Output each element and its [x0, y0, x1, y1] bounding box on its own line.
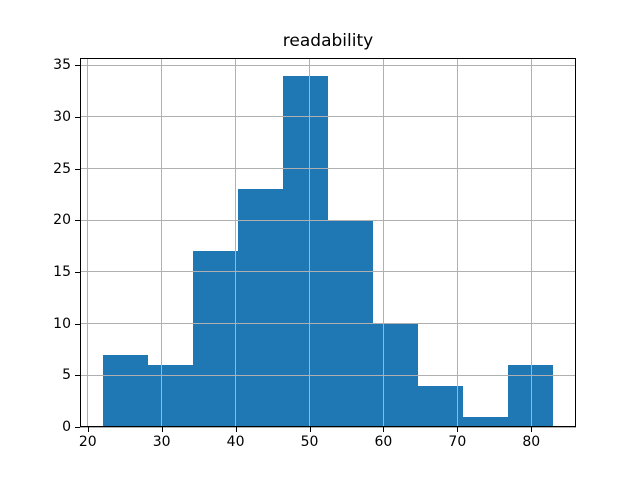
grid-layer [80, 58, 576, 428]
x-axis-tick [457, 427, 459, 432]
y-axis-tick-label: 20 [53, 212, 71, 229]
gridline-x [530, 58, 532, 427]
gridline-y [80, 219, 576, 221]
chart-title: readability [282, 31, 374, 51]
histogram-bar [237, 189, 283, 427]
x-axis-tick [383, 427, 385, 432]
histogram-bar [102, 354, 148, 427]
gridline-y [80, 271, 576, 273]
y-axis-tick-label: 35 [53, 57, 71, 74]
x-axis-tick [87, 427, 89, 432]
y-axis-tick-label: 10 [53, 315, 71, 332]
gridline-x [161, 58, 163, 427]
gridline-y [80, 116, 576, 118]
histogram-bar [463, 416, 509, 427]
gridline-y [80, 426, 576, 428]
y-axis-tick [75, 271, 80, 273]
gridline-y [80, 323, 576, 325]
gridline-y [80, 374, 576, 376]
gridline-y [80, 64, 576, 66]
x-axis-tick-label: 20 [78, 434, 97, 450]
y-axis-tick-label: 0 [62, 419, 71, 435]
x-axis-tick-label: 70 [448, 434, 467, 450]
x-axis-tick-label: 60 [374, 434, 393, 450]
x-axis-tick [235, 427, 237, 432]
y-axis-tick [75, 375, 80, 377]
y-axis-tick [75, 116, 80, 118]
gridline-x [87, 58, 89, 427]
y-axis-tick [75, 427, 80, 428]
x-axis-tick [309, 427, 311, 432]
histogram-bar [192, 251, 238, 427]
y-axis-tick [75, 168, 80, 170]
x-axis-tick-label: 80 [522, 434, 541, 450]
y-axis-tick [75, 65, 80, 67]
x-axis-tick [531, 427, 533, 432]
gridline-y [80, 168, 576, 170]
gridline-x [382, 58, 384, 427]
x-axis-tick-label: 40 [226, 434, 245, 450]
gridline-x [235, 58, 237, 427]
y-axis-tick [75, 323, 80, 325]
histogram-bar [418, 385, 464, 427]
x-axis-tick-label: 30 [152, 434, 171, 450]
y-axis-tick-label: 30 [53, 108, 71, 125]
y-axis-tick [75, 220, 80, 222]
plot-area [80, 58, 576, 428]
x-axis-tick-label: 50 [300, 434, 319, 450]
x-axis-tick [161, 427, 163, 432]
gridline-x [456, 58, 458, 427]
y-axis-tick-label: 15 [53, 263, 71, 280]
gridline-x [309, 58, 311, 427]
y-axis-tick-label: 25 [53, 160, 71, 177]
y-axis-tick-label: 5 [62, 367, 71, 384]
histogram-bar [282, 75, 328, 427]
